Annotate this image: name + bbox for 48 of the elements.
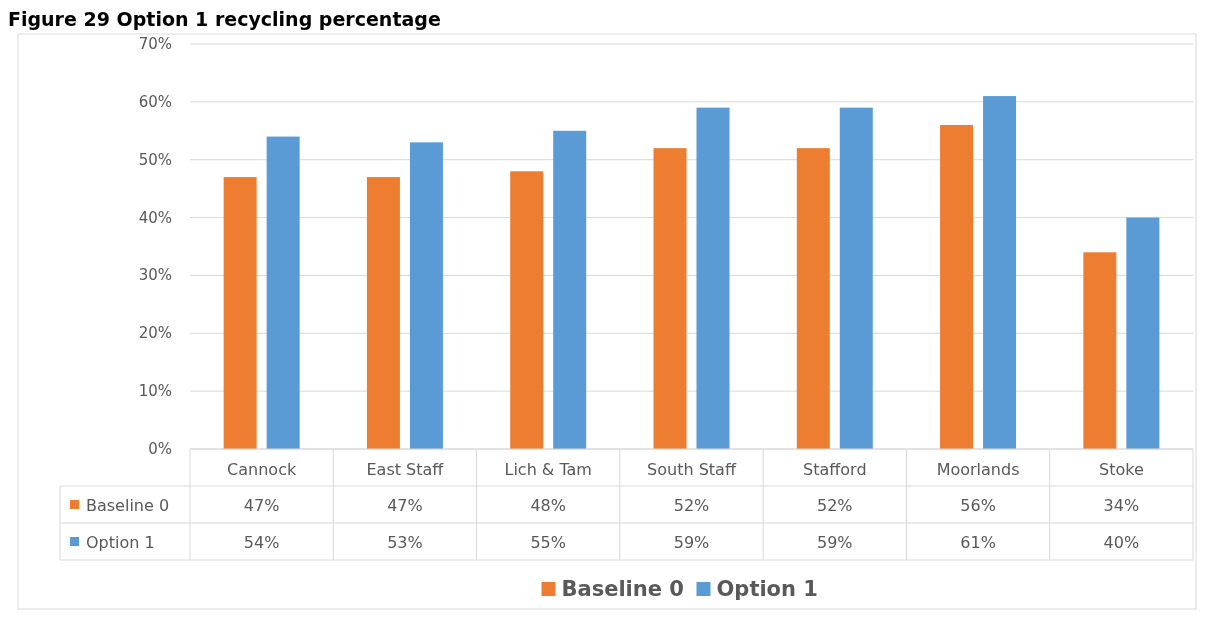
bar: [266, 136, 300, 449]
bar: [553, 130, 587, 449]
bar: [653, 148, 687, 449]
data-label: 52%: [817, 496, 853, 515]
data-label: 47%: [387, 496, 423, 515]
bar: [366, 177, 400, 449]
y-tick-label: 10%: [138, 382, 172, 401]
bar: [696, 107, 730, 449]
data-label: 54%: [243, 533, 280, 552]
legend-label: Option 1: [716, 577, 818, 601]
data-label: 48%: [530, 496, 566, 515]
y-tick-label: 60%: [138, 92, 172, 111]
y-tick-label: 70%: [138, 35, 172, 53]
bar: [409, 142, 443, 449]
data-label: 61%: [960, 533, 996, 552]
data-label: 40%: [1103, 533, 1140, 552]
x-tick-label: South Staff: [647, 460, 737, 479]
y-tick-label: 30%: [138, 266, 172, 285]
bar: [983, 96, 1017, 449]
data-label: 47%: [243, 496, 280, 515]
bar: [1126, 217, 1160, 449]
legend-label: Baseline 0: [86, 496, 170, 515]
data-label: 59%: [817, 533, 853, 552]
data-label: 59%: [673, 533, 710, 552]
x-tick-label: Cannock: [227, 460, 297, 479]
y-tick-label: 40%: [138, 208, 172, 227]
data-label: 53%: [387, 533, 423, 552]
text: Option 1: [86, 533, 155, 552]
bar: [796, 148, 830, 449]
text: Baseline 0: [561, 577, 684, 601]
x-tick-label: Stafford: [803, 460, 867, 479]
bar: [839, 107, 873, 449]
bar: [940, 125, 974, 449]
data-label: 55%: [530, 533, 566, 552]
data-label: 52%: [673, 496, 710, 515]
x-tick-label: Stoke: [1098, 460, 1144, 479]
chart-title: Figure 29 Option 1 recycling percentage: [8, 8, 441, 30]
data-label: 56%: [960, 496, 996, 515]
data-label: 34%: [1103, 496, 1140, 515]
y-tick-label: 50%: [138, 150, 172, 169]
x-tick-label: Lich & Tam: [504, 460, 592, 479]
x-tick-label: East Staff: [366, 460, 445, 479]
y-tick-label: 0%: [148, 440, 172, 458]
bar: [223, 177, 257, 449]
bar: [1083, 252, 1117, 449]
bar: [510, 171, 544, 449]
x-tick-label: Moorlands: [936, 460, 1020, 479]
y-tick-label: 20%: [138, 324, 172, 343]
